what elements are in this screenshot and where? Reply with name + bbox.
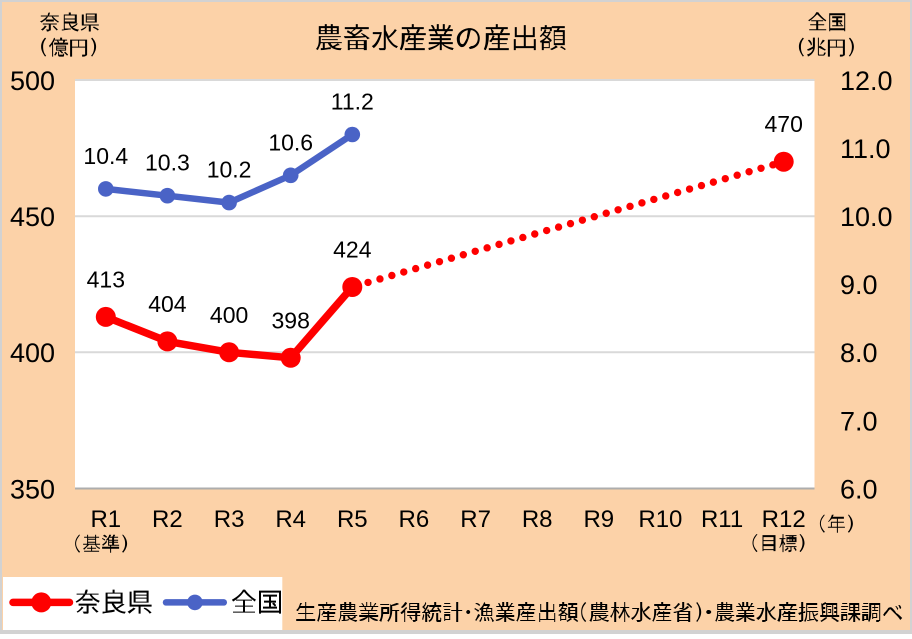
nara-value-label-r3: 400	[210, 302, 248, 328]
zenkoku-value-label-r1: 10.4	[83, 143, 128, 169]
nara-value-label-r4: 398	[272, 307, 310, 333]
x-axis-label-r5: R5	[337, 506, 368, 533]
zenkoku-marker-r4	[282, 167, 299, 184]
right-axis-tick-12: 12.0	[840, 66, 893, 96]
x-axis-label-r8: R8	[522, 506, 553, 533]
legend-zenkoku-marker	[187, 594, 203, 611]
nara-value-label-r1: 413	[87, 266, 125, 292]
right-axis-tick-9: 9.0	[840, 270, 878, 300]
zenkoku-marker-r2	[159, 187, 176, 204]
x-axis-label-r1: R1	[90, 506, 121, 533]
plot-area	[75, 80, 815, 489]
left-axis-tick-500: 500	[10, 66, 55, 96]
zenkoku-marker-r5	[344, 126, 361, 143]
nara-marker-r1	[95, 306, 116, 327]
left-axis-unit	[41, 37, 97, 57]
right-axis-name	[808, 12, 846, 32]
right-axis-tick-11: 11.0	[840, 134, 891, 164]
nara-marker-r4	[280, 347, 301, 368]
right-axis-tick-7: 7.0	[840, 406, 878, 436]
right-axis-unit	[798, 37, 854, 57]
zenkoku-marker-r1	[98, 181, 114, 197]
zenkoku-value-label-r3: 10.2	[207, 157, 252, 183]
right-axis-tick-8: 8.0	[840, 338, 878, 368]
nara-value-label-r12: 470	[765, 111, 803, 137]
x-axis-label-r6: R6	[399, 506, 430, 533]
nara-marker-r12-target	[773, 151, 794, 172]
nara-projection-dotted-line	[348, 157, 788, 291]
zenkoku-value-label-r2: 10.3	[145, 150, 190, 176]
x-axis-label-r3: R3	[214, 506, 245, 533]
right-axis-tick-6: 6.0	[840, 474, 878, 504]
source-note	[296, 602, 903, 622]
legend	[3, 577, 283, 630]
left-axis-tick-350: 350	[10, 474, 55, 504]
x-axis-label-r4: R4	[275, 506, 306, 533]
zenkoku-value-label-r4: 10.6	[268, 129, 313, 155]
x-axis-note-base-year	[75, 534, 128, 553]
x-axis-label-r7: R7	[460, 506, 491, 533]
x-axis-label-r10: R10	[638, 506, 682, 533]
zenkoku-value-label-r5: 11.2	[331, 89, 374, 115]
right-axis-tick-10: 10.0	[840, 202, 893, 232]
x-axis-unit-year	[819, 514, 853, 533]
left-axis-tick-400: 400	[10, 338, 55, 368]
x-axis-label-r2: R2	[152, 506, 183, 533]
nara-marker-r2	[157, 331, 178, 352]
nara-value-label-r5: 424	[333, 237, 372, 263]
legend-nara-label	[75, 589, 152, 614]
nara-marker-r5	[342, 277, 363, 297]
x-axis-label-r11: R11	[701, 506, 743, 533]
left-axis-tick-450: 450	[10, 202, 55, 232]
nara-value-label-r2: 404	[148, 291, 187, 317]
legend-zenkoku-label	[232, 589, 281, 614]
chart-title	[315, 24, 566, 51]
x-axis-label-r9: R9	[583, 506, 614, 533]
zenkoku-marker-r3	[221, 194, 237, 211]
x-axis-note-target-year	[752, 534, 805, 553]
legend-nara-marker	[31, 592, 52, 613]
left-axis-name	[39, 12, 99, 32]
nara-marker-r3	[219, 342, 240, 363]
x-axis-label-r12: R12	[762, 506, 806, 533]
